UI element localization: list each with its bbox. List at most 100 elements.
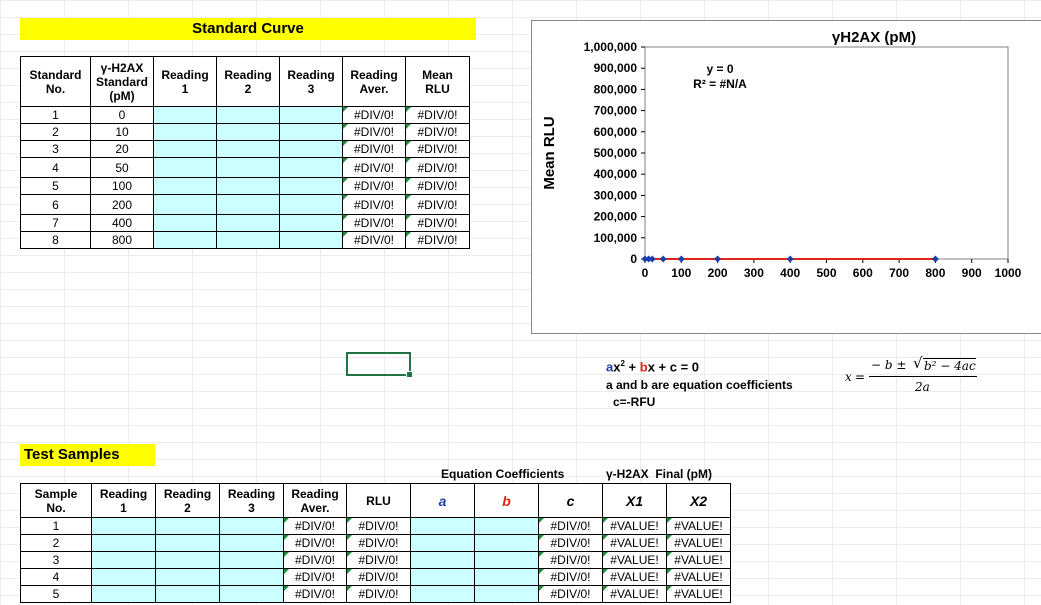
plus-text: +: [624, 359, 640, 375]
header-line: Reading: [350, 67, 398, 82]
reading-3-input-cell[interactable]: [279, 194, 343, 215]
reading-2-input-cell[interactable]: [155, 585, 220, 603]
standard-no-cell: 5: [20, 177, 91, 195]
reading-3-input-cell[interactable]: [279, 157, 343, 178]
data-point: [714, 255, 722, 263]
reading-3-input-cell[interactable]: [279, 214, 343, 232]
final-pm-label: γ-H2AX Final (pM): [606, 467, 713, 481]
reading-1-input-cell[interactable]: [91, 534, 156, 552]
mean-rlu-cell: #DIV/0!: [405, 231, 470, 249]
reading-2-input-cell[interactable]: [155, 534, 220, 552]
coef-b-cell[interactable]: [474, 568, 539, 586]
x-tick-label: 400: [780, 266, 800, 280]
coef-a-cell[interactable]: [410, 517, 475, 535]
table-row: 6 200 #DIV/0! #DIV/0!: [20, 194, 470, 215]
reading-1-input-cell[interactable]: [153, 157, 217, 178]
fraction-bar: [869, 376, 977, 377]
reading-2-input-cell[interactable]: [216, 214, 280, 232]
reading-2-input-cell[interactable]: [216, 231, 280, 249]
coef-a-cell[interactable]: [410, 534, 475, 552]
coef-b-cell[interactable]: [474, 585, 539, 603]
x-tick-label: 100: [671, 266, 691, 280]
chart-title: γH2AX (pM): [832, 29, 916, 46]
x2-cell: #VALUE!: [666, 585, 731, 603]
standard-pm-cell: 0: [90, 106, 154, 124]
coef-a-cell[interactable]: [410, 568, 475, 586]
table-row: 3 20 #DIV/0! #DIV/0!: [20, 140, 470, 158]
reading-3-input-cell[interactable]: [279, 231, 343, 249]
header-line: RLU: [366, 493, 391, 508]
x-tick-label: 300: [744, 266, 764, 280]
equation-rest-text: x + c = 0: [647, 359, 700, 375]
reading-1-input-cell[interactable]: [153, 194, 217, 215]
header-line: c: [566, 492, 575, 509]
reading-1-input-cell[interactable]: [153, 123, 217, 141]
sqrt-icon: √: [913, 354, 923, 372]
reading-1-input-cell[interactable]: [153, 140, 217, 158]
reading-2-input-cell[interactable]: [216, 157, 280, 178]
data-point: [645, 255, 653, 263]
coef-b-cell[interactable]: [474, 534, 539, 552]
reading-1-input-cell[interactable]: [91, 585, 156, 603]
reading-3-input-cell[interactable]: [219, 568, 284, 586]
reading-3-input-cell[interactable]: [279, 123, 343, 141]
standard-pm-cell: 50: [90, 157, 154, 178]
reading-1-input-cell[interactable]: [153, 214, 217, 232]
reading-3-input-cell[interactable]: [219, 551, 284, 569]
reading-1-input-cell[interactable]: [91, 551, 156, 569]
reading-2-input-cell[interactable]: [155, 517, 220, 535]
reading-3-input-cell[interactable]: [279, 140, 343, 158]
coef-b-cell[interactable]: [474, 551, 539, 569]
reading-aver-cell: #DIV/0!: [283, 534, 347, 552]
reading-2-input-cell[interactable]: [155, 568, 220, 586]
reading-3-input-cell[interactable]: [279, 106, 343, 124]
rlu-cell: #DIV/0!: [346, 568, 411, 586]
table-row: 3 #DIV/0! #DIV/0! #DIV/0! #VALUE! #VALUE!: [20, 551, 731, 569]
standard-pm-cell: 10: [90, 123, 154, 141]
table-row: 5 #DIV/0! #DIV/0! #DIV/0! #VALUE! #VALUE!: [20, 585, 731, 603]
column-header: b: [474, 483, 539, 518]
reading-1-input-cell[interactable]: [91, 568, 156, 586]
column-header: Reading Aver.: [283, 483, 347, 518]
reading-3-input-cell[interactable]: [279, 177, 343, 195]
reading-2-input-cell[interactable]: [216, 177, 280, 195]
coef-a-cell[interactable]: [410, 585, 475, 603]
coef-b-cell[interactable]: [474, 517, 539, 535]
reading-3-input-cell[interactable]: [219, 585, 284, 603]
reading-3-input-cell[interactable]: [219, 534, 284, 552]
y-tick-label: 1,000,000: [584, 40, 638, 54]
header-line: Reading: [224, 67, 272, 82]
header-line: Mean: [422, 67, 453, 82]
y-axis-label: Mean RLU: [541, 116, 558, 189]
column-header: Reading 3: [219, 483, 284, 518]
reading-2-input-cell[interactable]: [216, 140, 280, 158]
reading-2-input-cell[interactable]: [216, 194, 280, 215]
reading-aver-cell: #DIV/0!: [342, 214, 406, 232]
reading-1-input-cell[interactable]: [91, 517, 156, 535]
standard-no-cell: 4: [20, 157, 91, 178]
reading-2-input-cell[interactable]: [216, 123, 280, 141]
y-tick-label: 700,000: [594, 104, 638, 118]
reading-aver-cell: #DIV/0!: [283, 585, 347, 603]
reading-3-input-cell[interactable]: [219, 517, 284, 535]
reading-2-input-cell[interactable]: [216, 106, 280, 124]
reading-1-input-cell[interactable]: [153, 106, 217, 124]
coef-a-cell[interactable]: [410, 551, 475, 569]
table-row: 2 #DIV/0! #DIV/0! #DIV/0! #VALUE! #VALUE!: [20, 534, 731, 552]
reading-1-input-cell[interactable]: [153, 231, 217, 249]
sample-no-cell: 3: [20, 551, 92, 569]
header-line: Reading: [227, 486, 276, 501]
standard-curve-chart[interactable]: 0 100,000 200,000 300,000 400,000 500,000 600,…: [531, 20, 1041, 334]
header-line: (pM): [109, 88, 135, 103]
reading-2-input-cell[interactable]: [155, 551, 220, 569]
header-line: X2: [689, 492, 708, 509]
standard-pm-cell: 20: [90, 140, 154, 158]
column-header: Reading 1: [153, 56, 217, 107]
data-point: [648, 255, 656, 263]
header-line: 3: [248, 500, 255, 515]
reading-1-input-cell[interactable]: [153, 177, 217, 195]
header-line: Reading: [287, 67, 335, 82]
reading-aver-cell: #DIV/0!: [342, 140, 406, 158]
selected-cell[interactable]: [346, 352, 413, 378]
rlu-cell: #DIV/0!: [346, 585, 411, 603]
